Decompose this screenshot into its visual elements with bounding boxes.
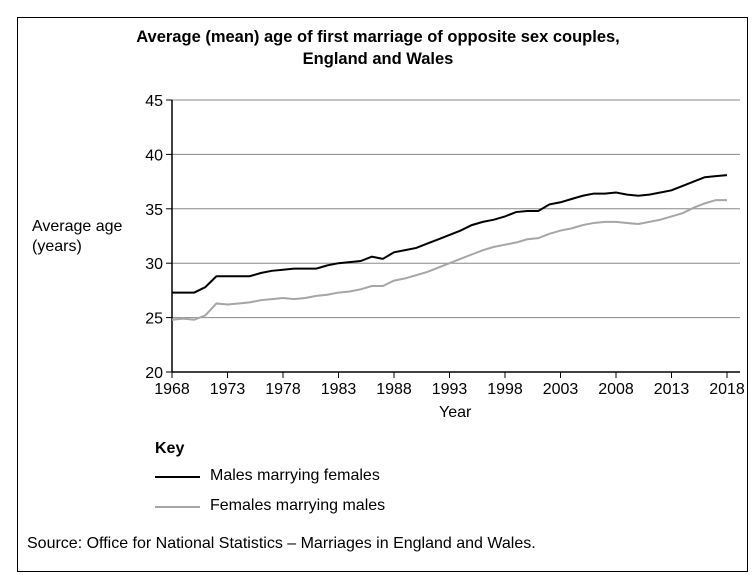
series-line-males [172, 174, 728, 294]
y-tick-label: 20 [145, 365, 163, 382]
x-tick-label: 1988 [376, 381, 412, 398]
source-note: Source: Office for National Statistics –… [27, 535, 536, 552]
x-tick-label: 1983 [321, 381, 357, 398]
y-axis-label-line2: (years) [32, 238, 82, 255]
legend-label-females: Females marrying males [210, 497, 386, 514]
x-tick-label: 1993 [432, 381, 468, 398]
x-tick-label: 2003 [543, 381, 579, 398]
legend-label-males: Males marrying females [210, 467, 380, 484]
x-tick-label: 2013 [654, 381, 690, 398]
series-line-females [171, 199, 727, 321]
x-tick-label: 1978 [265, 381, 301, 398]
y-axis-label-line1: Average age [32, 218, 123, 235]
x-tick-label: 2018 [709, 381, 745, 398]
y-tick-label: 45 [145, 93, 163, 110]
chart-title-line1: Average (mean) age of first marriage of … [136, 28, 620, 46]
x-tick-label: 1998 [487, 381, 523, 398]
legend-title: Key [155, 440, 185, 457]
y-tick-label: 40 [145, 147, 163, 164]
y-tick-label: 35 [145, 202, 163, 219]
x-tick-label: 2008 [598, 381, 634, 398]
x-tick-label: 1968 [154, 381, 190, 398]
chart-title-line2: England and Wales [302, 50, 454, 68]
y-tick-label: 25 [145, 311, 163, 328]
figure-border [17, 17, 748, 572]
y-tick-label: 30 [145, 256, 163, 273]
x-axis-label: Year [439, 404, 472, 421]
x-tick-label: 1973 [210, 381, 246, 398]
